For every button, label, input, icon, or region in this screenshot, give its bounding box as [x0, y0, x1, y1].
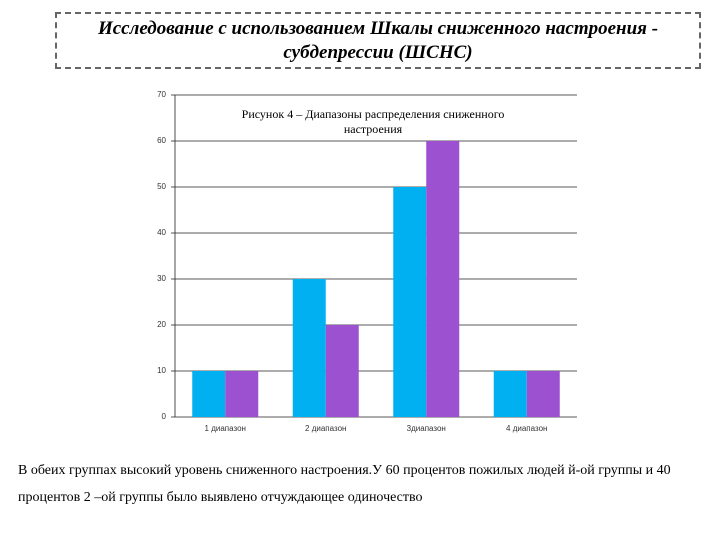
y-tick-label: 10: [157, 366, 166, 375]
y-tick-label: 50: [157, 182, 166, 191]
x-tick-label: 4 диапазон: [506, 424, 547, 433]
y-tick-label: 30: [157, 274, 166, 283]
bar: [225, 371, 259, 417]
chart-title: Рисунок 4 – Диапазоны распределения сниж…: [241, 107, 505, 136]
y-tick-label: 60: [157, 136, 166, 145]
x-tick-label: 1 диапазон: [205, 424, 246, 433]
x-tick-label: 2 диапазон: [305, 424, 346, 433]
y-tick-label: 70: [157, 90, 166, 99]
bar: [192, 371, 226, 417]
y-tick-label: 0: [162, 412, 167, 421]
bar: [393, 187, 427, 417]
bar: [493, 371, 527, 417]
x-tick-label: 3диапазон: [407, 424, 446, 433]
y-tick-label: 20: [157, 320, 166, 329]
y-tick-label: 40: [157, 228, 166, 237]
bar: [292, 279, 326, 417]
body-text: В обеих группах высокий уровень сниженно…: [18, 463, 671, 505]
bar: [526, 371, 560, 417]
slide-title: Исследование с использованием Шкалы сниж…: [55, 12, 701, 69]
bar: [426, 141, 460, 417]
bar: [325, 325, 359, 417]
